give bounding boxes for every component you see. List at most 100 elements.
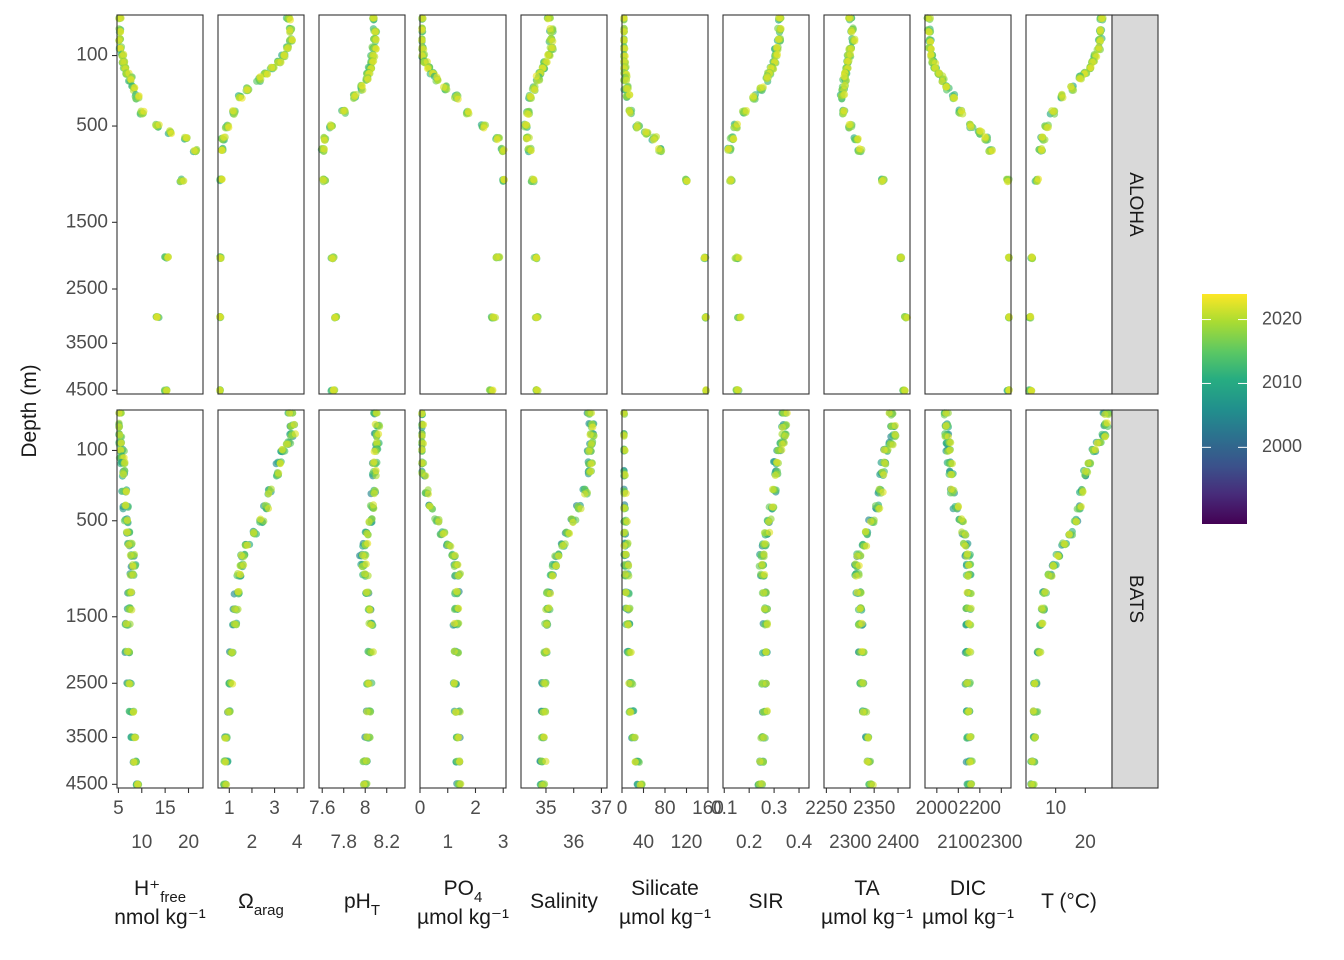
data-point	[480, 124, 488, 132]
data-point	[1041, 588, 1049, 596]
data-point	[924, 14, 932, 22]
data-point	[364, 539, 372, 548]
data-point	[585, 447, 593, 455]
data-point	[847, 45, 855, 53]
data-point	[851, 37, 859, 45]
x-axis-title: H⁺free	[134, 877, 186, 906]
data-point	[774, 35, 783, 44]
x-tick-label: 2350	[853, 798, 895, 819]
data-point	[278, 445, 286, 454]
panel-aloha-2	[317, 14, 406, 395]
data-point	[742, 107, 751, 115]
data-point	[967, 604, 975, 613]
data-point	[859, 708, 867, 716]
data-point	[371, 420, 379, 428]
data-point	[288, 36, 296, 44]
panel-border	[116, 409, 204, 789]
x-tick-label: 2300	[829, 832, 871, 853]
data-point	[329, 255, 337, 263]
data-point	[773, 458, 781, 466]
data-point	[277, 58, 285, 66]
data-point	[964, 572, 972, 580]
data-point	[925, 28, 933, 36]
data-point	[123, 648, 131, 656]
x-axis-title: pHT	[344, 890, 380, 919]
data-point	[880, 446, 888, 454]
panel-border	[924, 14, 1012, 395]
data-point	[848, 28, 856, 36]
data-point	[1087, 64, 1095, 72]
panel-aloha-5	[620, 14, 710, 395]
data-point	[131, 84, 139, 92]
x-tick-label: 0.3	[761, 798, 787, 819]
data-point	[626, 109, 634, 117]
data-point	[760, 550, 768, 558]
panel-border	[722, 409, 810, 789]
panel-background	[723, 410, 809, 788]
strip-bats: BATS	[1111, 409, 1159, 789]
data-point	[843, 57, 851, 66]
data-point	[852, 572, 860, 580]
panel-bats-7	[823, 409, 911, 789]
data-point	[543, 621, 551, 629]
data-point	[901, 387, 909, 395]
data-point	[577, 505, 585, 513]
data-point	[433, 73, 441, 81]
x-tick-label: 120	[671, 832, 703, 853]
data-point	[1048, 572, 1056, 580]
data-point	[768, 485, 777, 493]
panel-bats-1	[217, 409, 305, 789]
data-point	[549, 572, 557, 580]
data-point	[123, 528, 131, 536]
data-point	[521, 121, 530, 129]
data-point	[123, 516, 131, 524]
data-point	[627, 708, 635, 716]
y-tick-label: 100	[76, 45, 108, 66]
data-point	[965, 647, 973, 656]
data-point	[122, 501, 130, 510]
data-point	[243, 541, 252, 549]
data-point	[622, 588, 630, 597]
data-point	[545, 604, 553, 612]
x-axis-2: 7.6 87.8 8.2 pHT	[309, 788, 400, 919]
panel-aloha-6	[722, 14, 810, 395]
data-point	[457, 780, 465, 788]
data-point	[366, 606, 374, 614]
data-point	[963, 588, 971, 597]
data-point	[1031, 733, 1039, 741]
data-point	[218, 146, 226, 154]
strip-label: ALOHA	[1125, 172, 1146, 237]
data-point	[263, 70, 272, 78]
data-point	[841, 81, 849, 90]
data-point	[1072, 517, 1080, 526]
data-point	[121, 458, 129, 466]
data-point	[855, 562, 863, 570]
data-point	[339, 107, 347, 115]
data-point	[954, 503, 963, 511]
data-point	[1059, 94, 1067, 102]
data-point	[373, 438, 381, 446]
data-point	[129, 562, 137, 571]
data-point	[889, 441, 897, 449]
data-point	[749, 92, 758, 100]
panel-background	[319, 15, 405, 394]
data-point	[238, 94, 246, 102]
data-point	[425, 502, 433, 510]
data-point	[120, 471, 128, 479]
data-point	[622, 489, 630, 497]
data-point	[778, 446, 786, 454]
data-point	[773, 43, 781, 51]
x-tick-label: 2300	[980, 832, 1022, 853]
data-point	[327, 123, 335, 131]
data-point	[623, 604, 631, 612]
y-tick-label: 500	[76, 115, 108, 136]
data-point	[898, 254, 906, 262]
color-legend: 2000 2010 2020	[1202, 294, 1302, 524]
data-point	[891, 422, 899, 430]
data-point	[549, 44, 557, 52]
data-point	[863, 542, 871, 550]
data-point	[127, 76, 135, 84]
data-point	[440, 83, 448, 91]
